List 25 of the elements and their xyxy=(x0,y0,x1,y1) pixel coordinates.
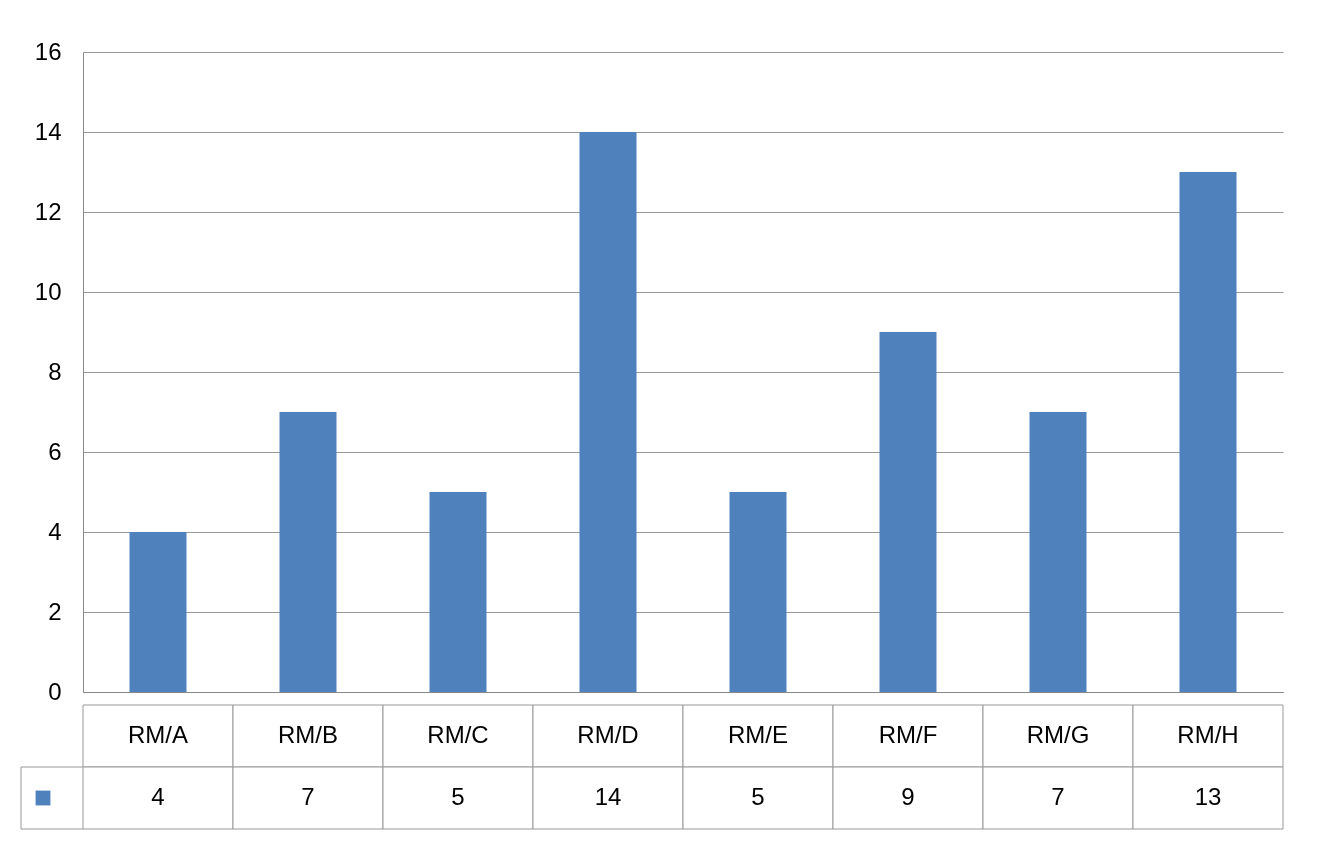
x-tick-label: RM/B xyxy=(278,721,338,748)
x-tick-label: RM/D xyxy=(577,721,639,748)
data-label: 5 xyxy=(451,783,465,810)
data-label: 5 xyxy=(751,783,765,810)
data-label: 7 xyxy=(1051,783,1065,810)
x-tick-label: RM/C xyxy=(427,721,489,748)
y-tick-label: 4 xyxy=(48,517,62,545)
y-tick-label: 10 xyxy=(34,277,62,305)
y-tick-label: 8 xyxy=(48,357,62,385)
x-tick-label: RM/E xyxy=(728,721,788,748)
data-label: 7 xyxy=(301,783,315,810)
y-tick-label: 16 xyxy=(34,37,62,65)
x-tick-label: RM/G xyxy=(1026,721,1090,748)
x-tick-label: RM/A xyxy=(128,721,188,748)
x-tick-label: RM/F xyxy=(878,721,938,748)
x-tick-label: RM/H xyxy=(1177,721,1239,748)
data-label: 13 xyxy=(1194,783,1222,810)
y-tick-label: 12 xyxy=(34,197,62,225)
y-tick-label: 14 xyxy=(34,117,62,145)
y-tick-label: 2 xyxy=(48,597,62,625)
y-tick-label: 0 xyxy=(48,677,62,705)
data-label: 9 xyxy=(901,783,915,810)
y-tick-label: 6 xyxy=(48,437,62,465)
data-label: 4 xyxy=(151,783,165,810)
data-label: 14 xyxy=(594,783,622,810)
